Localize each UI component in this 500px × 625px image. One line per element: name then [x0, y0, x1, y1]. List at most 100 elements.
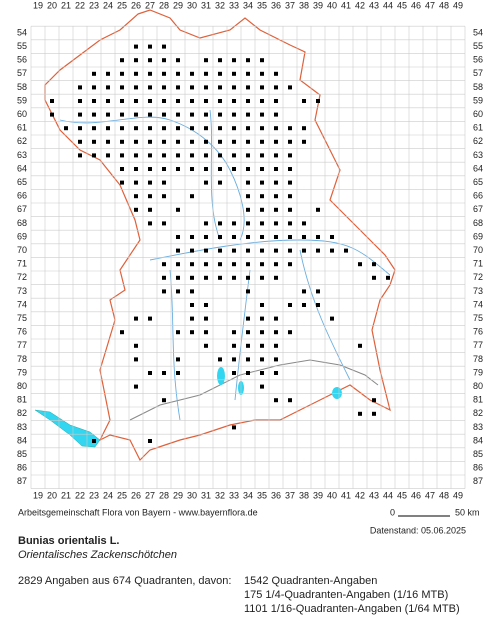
- occurrence-dot: [274, 71, 278, 76]
- occurrence-dot: [302, 139, 306, 144]
- row-label: 87: [473, 476, 483, 486]
- column-label: 32: [215, 0, 225, 10]
- occurrence-dot: [218, 85, 222, 90]
- occurrence-dot: [260, 126, 264, 131]
- occurrence-dot: [260, 71, 264, 76]
- occurrence-dot: [246, 221, 250, 226]
- row-label: 72: [17, 272, 27, 282]
- occurrence-dot: [274, 85, 278, 90]
- occurrence-dot: [274, 316, 278, 321]
- occurrence-dot: [162, 167, 166, 171]
- occurrence-dot: [176, 85, 180, 90]
- row-label: 76: [473, 327, 483, 337]
- row-label: 78: [17, 354, 27, 364]
- column-label: 28: [159, 490, 169, 500]
- occurrence-dot: [162, 275, 166, 280]
- occurrence-dot: [134, 316, 138, 321]
- row-label: 67: [473, 204, 483, 214]
- column-label: 49: [453, 490, 463, 500]
- occurrence-dot: [302, 248, 306, 253]
- occurrence-dot: [106, 99, 110, 103]
- occurrence-dot: [274, 398, 278, 403]
- occurrence-dot: [204, 235, 208, 239]
- occurrence-dot: [246, 112, 250, 117]
- occurrence-dot: [288, 221, 292, 226]
- column-label: 24: [103, 0, 113, 10]
- occurrence-dot: [176, 99, 180, 103]
- occurrence-dot: [176, 126, 180, 131]
- occurrence-dot: [302, 126, 306, 131]
- column-label: 30: [187, 0, 197, 10]
- occurrence-dot: [218, 58, 222, 63]
- occurrence-dot: [162, 58, 166, 63]
- occurrence-dot: [274, 207, 278, 212]
- occurrence-dot: [288, 398, 292, 403]
- occurrence-dot: [134, 71, 138, 76]
- column-label: 33: [229, 0, 239, 10]
- occurrence-dot: [204, 167, 208, 171]
- occurrence-dot: [344, 248, 348, 253]
- occurrence-dot: [232, 343, 236, 348]
- occurrence-dot: [358, 411, 362, 416]
- column-label: 25: [117, 0, 127, 10]
- column-label: 19: [33, 490, 43, 500]
- occurrence-dot: [148, 126, 152, 131]
- occurrence-dot: [190, 112, 194, 117]
- occurrence-dot: [78, 85, 82, 90]
- occurrence-dot: [218, 167, 222, 171]
- column-label: 30: [187, 490, 197, 500]
- occurrence-dot: [120, 180, 124, 185]
- occurrence-dot: [162, 85, 166, 90]
- occurrence-dot: [120, 330, 124, 335]
- occurrence-dot: [148, 316, 152, 321]
- column-label: 41: [341, 490, 351, 500]
- occurrence-dot: [330, 235, 334, 239]
- river: [59, 116, 245, 241]
- occurrence-dot: [106, 85, 110, 90]
- data-date: Datenstand: 05.06.2025: [370, 525, 466, 535]
- occurrence-dot: [232, 275, 236, 280]
- occurrence-dot: [176, 139, 180, 144]
- occurrence-dot: [288, 235, 292, 239]
- lake-constance: [34, 409, 101, 448]
- occurrence-dot: [246, 139, 250, 144]
- occurrence-dot: [288, 330, 292, 335]
- occurrence-dot: [106, 139, 110, 144]
- occurrence-dot: [274, 139, 278, 144]
- occurrence-dot: [246, 207, 250, 212]
- occurrence-dot: [176, 262, 180, 267]
- occurrence-dot: [148, 439, 152, 443]
- occurrence-dot: [78, 153, 82, 158]
- column-label: 24: [103, 490, 113, 500]
- occurrence-dot: [162, 44, 166, 49]
- occurrence-dot: [316, 207, 320, 212]
- occurrence-dot: [372, 398, 376, 403]
- occurrence-dot: [260, 139, 264, 144]
- occurrence-dot: [288, 139, 292, 144]
- occurrence-dot: [64, 126, 68, 131]
- occurrence-dot: [246, 194, 250, 199]
- occurrence-dot: [232, 85, 236, 90]
- row-label: 74: [17, 299, 27, 309]
- bavaria-border: [44, 9, 396, 462]
- occurrence-dot: [176, 153, 180, 158]
- column-label: 46: [411, 490, 421, 500]
- row-label: 73: [17, 286, 27, 296]
- occurrence-dot: [274, 330, 278, 335]
- occurrence-dot: [148, 153, 152, 158]
- summary-line: 175 1/4-Quadranten-Angaben (1/16 MTB): [244, 589, 448, 601]
- row-label: 83: [17, 422, 27, 432]
- occurrence-dot: [204, 180, 208, 185]
- scale-start: 0: [390, 507, 395, 517]
- occurrence-dot: [358, 262, 362, 267]
- row-label: 69: [473, 231, 483, 241]
- occurrence-dot: [274, 275, 278, 280]
- occurrence-dot: [246, 126, 250, 131]
- row-label: 57: [17, 68, 27, 78]
- column-label: 43: [369, 490, 379, 500]
- row-label: 64: [17, 163, 27, 173]
- occurrence-dot: [78, 112, 82, 117]
- common-name: Orientalisches Zackenschötchen: [18, 549, 177, 561]
- occurrence-dot: [316, 303, 320, 307]
- row-label: 60: [473, 109, 483, 119]
